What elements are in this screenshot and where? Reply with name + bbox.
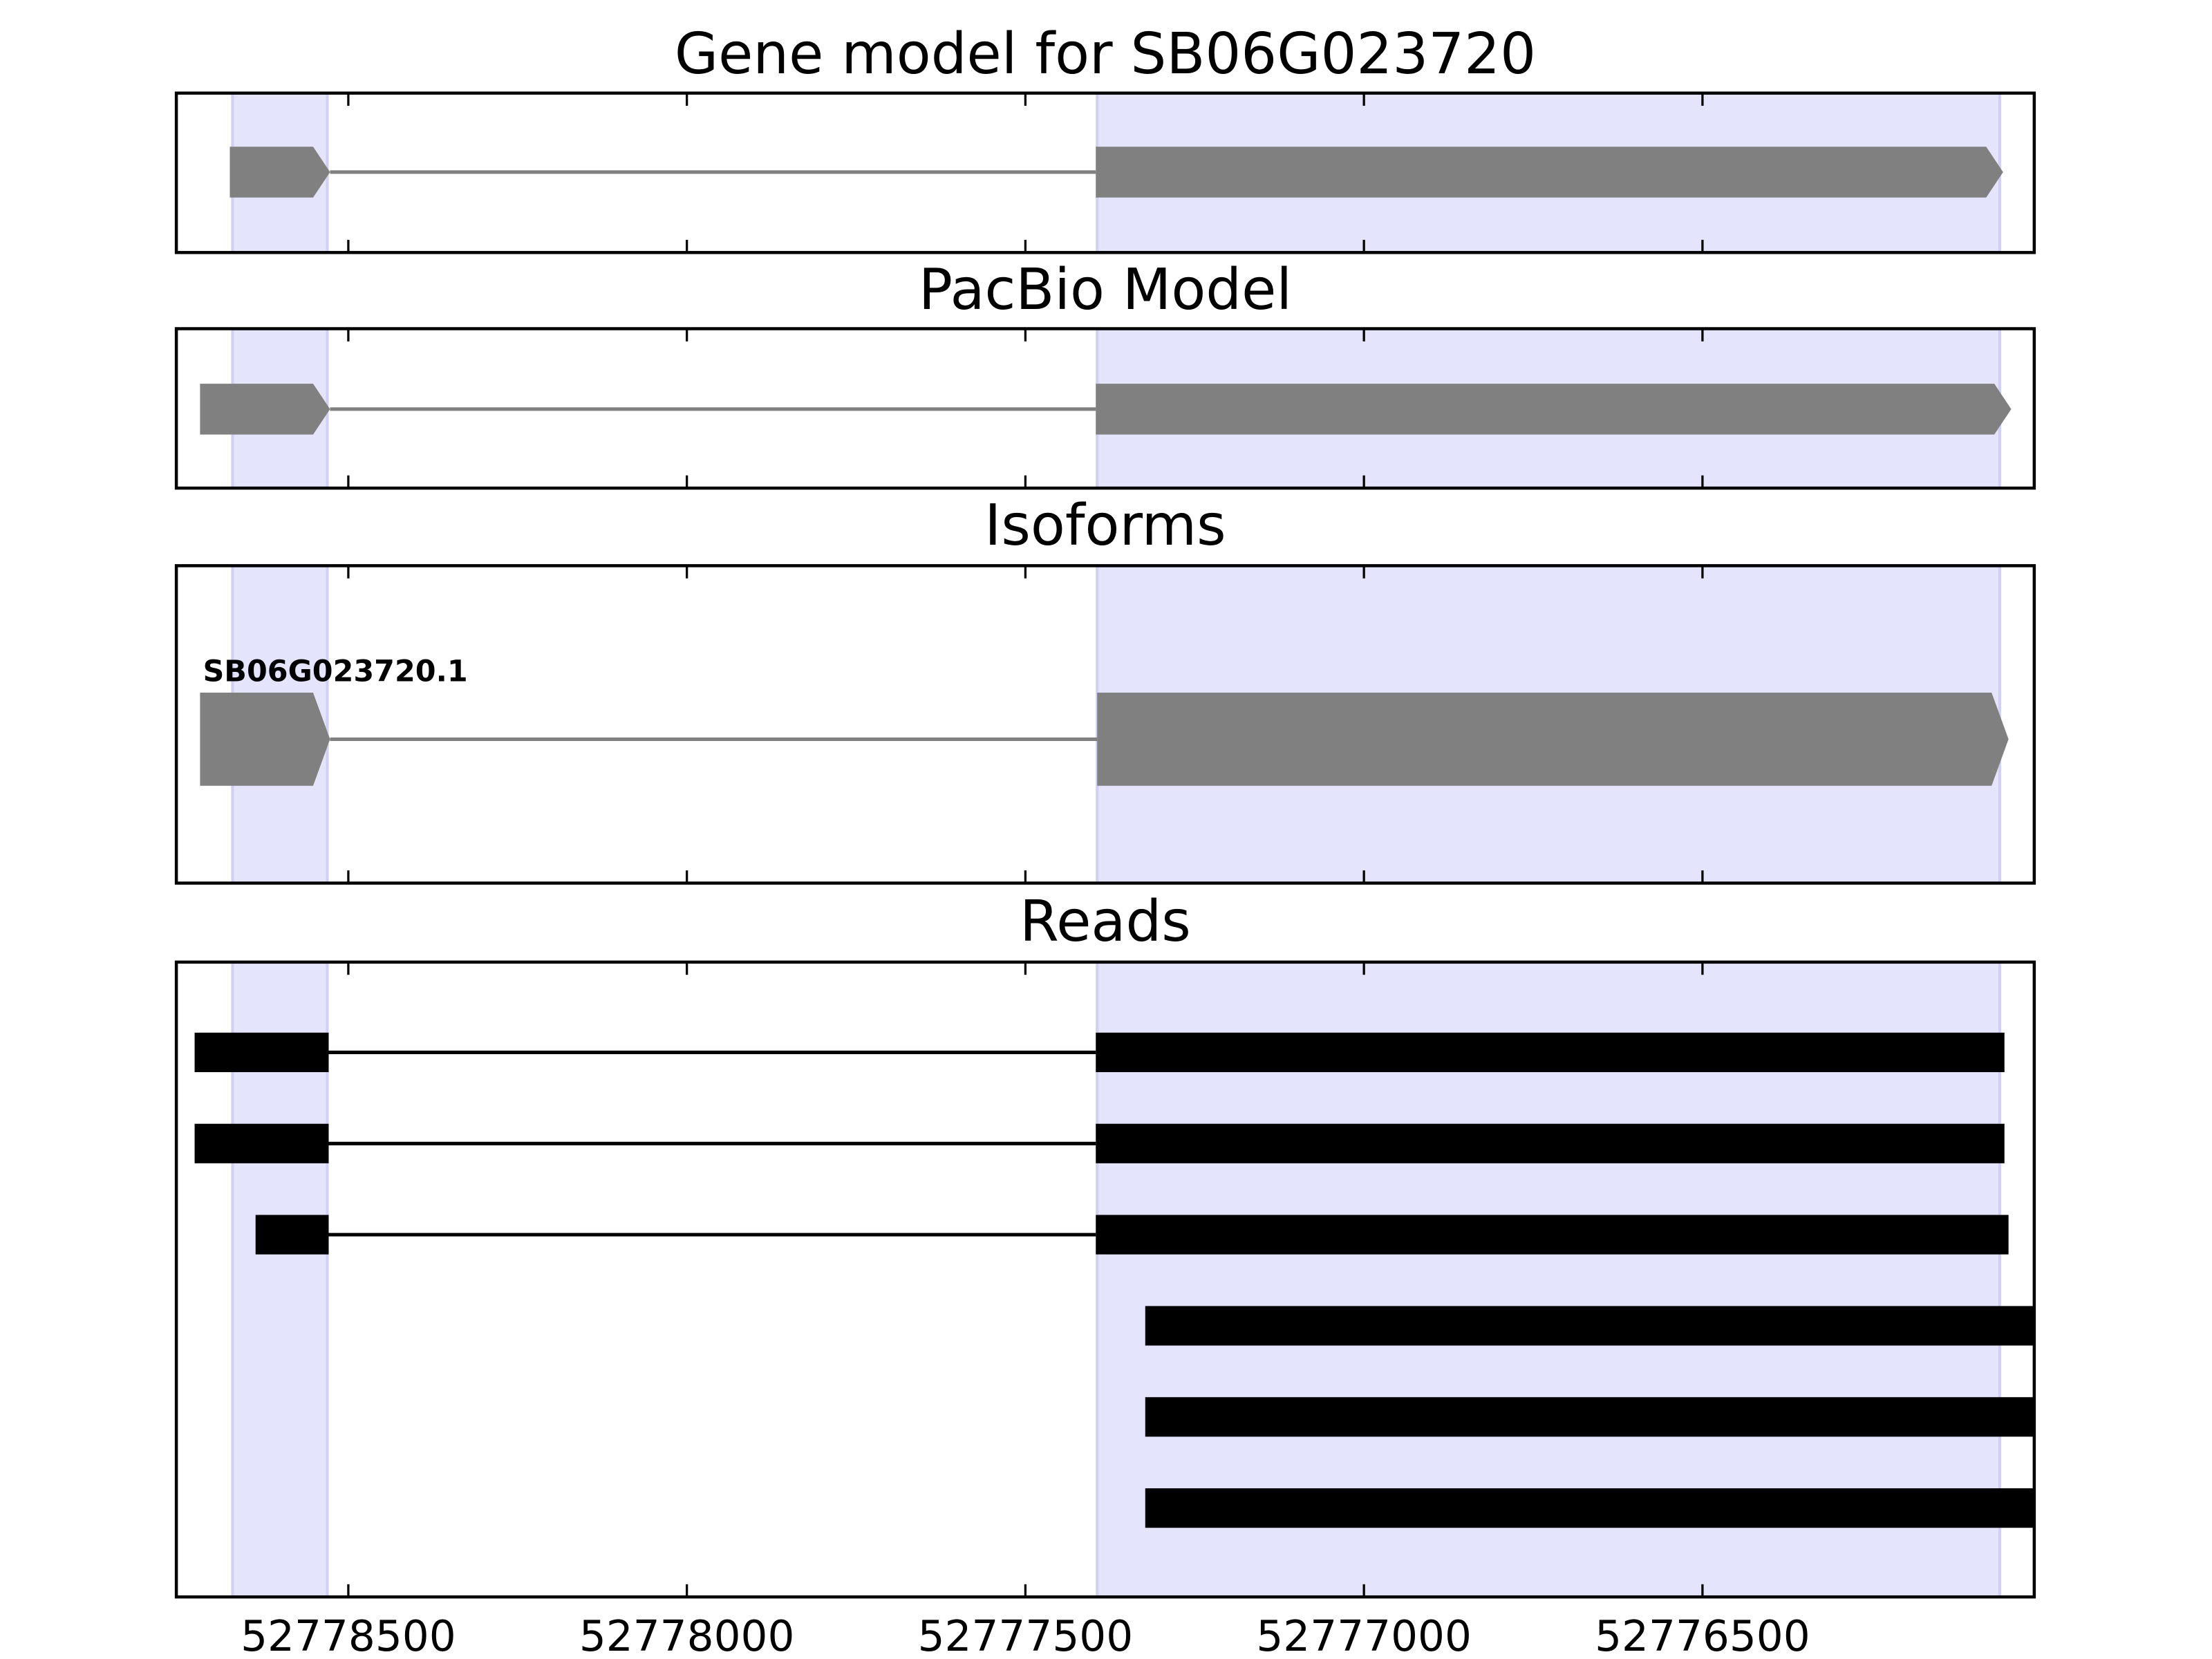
- read-block: [1096, 1215, 2009, 1255]
- panel: Isoforms SB06G023720.1: [174, 493, 2036, 885]
- panel-title: Reads: [1020, 889, 1191, 955]
- exon: [1096, 147, 2003, 198]
- panel: Reads 52778500 52778000 52777500 52777000 527…: [174, 889, 2036, 1659]
- isoform-label: SB06G023720.1: [203, 655, 467, 689]
- plot-area: [194, 962, 2034, 1597]
- x-tick-label: 52778500: [241, 1612, 456, 1659]
- panel-frame: [174, 91, 2036, 254]
- x-tick-label: 52777500: [918, 1612, 1134, 1659]
- exon: [229, 147, 330, 198]
- exon: [200, 693, 330, 786]
- exon: [1096, 384, 2012, 435]
- read-block: [1145, 1397, 2034, 1437]
- read-block: [194, 1032, 329, 1073]
- read-block: [194, 1123, 329, 1163]
- exon: [1097, 693, 2009, 786]
- plot-area: [229, 93, 2003, 253]
- panel-title: PacBio Model: [919, 257, 1292, 323]
- exon: [200, 384, 330, 435]
- x-tick-label: 52777000: [1256, 1612, 1472, 1659]
- panel-frame: [174, 564, 2036, 885]
- read-block: [1145, 1488, 2034, 1528]
- panel: Gene model for SB06G023720: [174, 21, 2036, 254]
- plot-area: [200, 328, 2012, 489]
- plot-area: [200, 565, 2009, 883]
- panel-title: Gene model for SB06G023720: [675, 21, 1536, 87]
- read-block: [1145, 1306, 2034, 1346]
- panel-frame: [174, 327, 2036, 490]
- x-tick-label: 52776500: [1595, 1612, 1810, 1659]
- panel-title: Isoforms: [984, 493, 1226, 559]
- read-block: [1096, 1032, 2005, 1073]
- panel-frame: [174, 960, 2036, 1599]
- read-block: [1096, 1123, 2005, 1163]
- x-tick-label: 52778000: [579, 1612, 795, 1659]
- read-block: [255, 1215, 329, 1255]
- panel: PacBio Model: [174, 257, 2036, 490]
